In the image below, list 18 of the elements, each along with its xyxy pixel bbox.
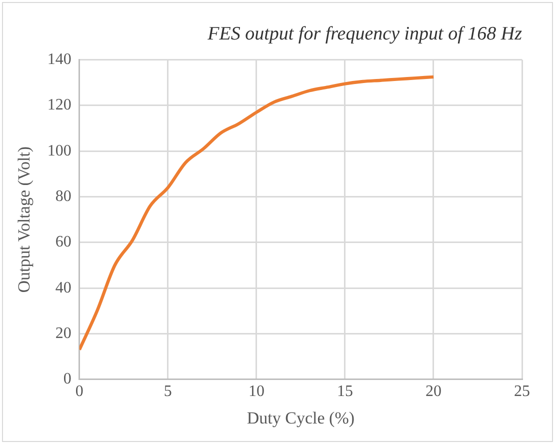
x-tick-label: 25: [514, 383, 530, 400]
y-tick-label: 120: [47, 96, 72, 114]
chart-title: FES output for frequency input of 168 Hz: [206, 23, 523, 44]
y-tick-label: 0: [63, 370, 72, 388]
y-axis-title: Output Voltage (Volt): [14, 146, 34, 293]
x-tick-label: 5: [164, 383, 172, 400]
x-tick-label: 10: [248, 383, 264, 400]
y-tick-label: 140: [47, 51, 72, 68]
y-tick-label: 20: [55, 324, 72, 342]
y-tick-label: 100: [47, 142, 72, 160]
x-axis-title: Duty Cycle (%): [246, 408, 355, 428]
line-series: [79, 75, 436, 352]
y-tick-label: 60: [55, 234, 72, 251]
x-tick-label: 15: [336, 383, 353, 400]
y-tick-label: 40: [55, 279, 72, 296]
y-tick-label: 80: [55, 188, 72, 205]
x-tick-label: 0: [75, 383, 84, 400]
x-tick-label: 20: [425, 383, 442, 400]
